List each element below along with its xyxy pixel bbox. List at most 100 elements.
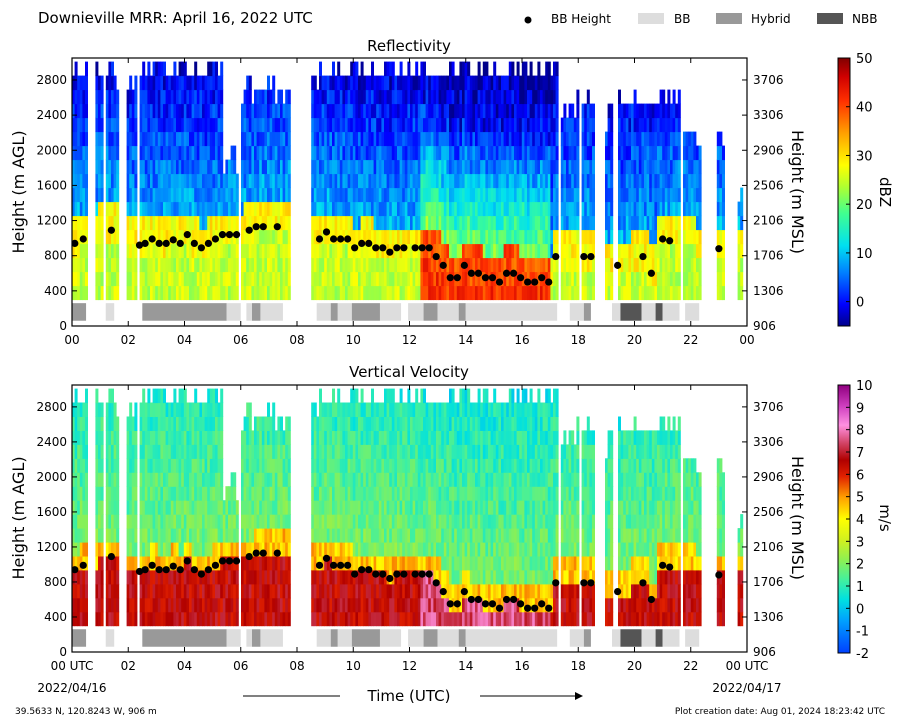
reflectivity-cell (545, 257, 549, 273)
reflectivity-cell (438, 201, 442, 217)
reflectivity-cell (532, 257, 536, 273)
velocity-cell (202, 416, 205, 431)
velocity-cell (196, 402, 200, 417)
reflectivity-cell (168, 131, 172, 147)
reflectivity-cell (329, 271, 333, 287)
velocity-cell (248, 416, 252, 431)
reflectivity-cell (311, 285, 315, 301)
reflectivity-cell (472, 173, 476, 189)
reflectivity-cell (690, 145, 694, 161)
reflectivity-cell (415, 61, 419, 77)
reflectivity-cell (189, 159, 192, 175)
velocity-cell (189, 542, 192, 557)
velocity-cell (261, 528, 265, 543)
reflectivity-cell (542, 201, 546, 217)
reflectivity-cell (607, 285, 611, 301)
velocity-cell (358, 444, 361, 459)
reflectivity-cell (628, 103, 632, 119)
bb-height-point (509, 269, 518, 277)
reflectivity-cell (425, 201, 429, 217)
reflectivity-cell (189, 173, 192, 189)
reflectivity-cell (144, 159, 148, 175)
reflectivity-cell (462, 103, 465, 119)
reflectivity-cell (511, 215, 515, 231)
reflectivity-cell (477, 215, 481, 231)
reflectivity-cell (402, 215, 406, 231)
velocity-cell (160, 486, 164, 501)
velocity-cell (321, 583, 325, 599)
reflectivity-cell (443, 285, 447, 301)
reflectivity-cell (391, 215, 395, 231)
reflectivity-cell (410, 159, 413, 175)
reflectivity-cell (589, 243, 593, 259)
reflectivity-cell (235, 285, 239, 301)
reflectivity-cell (274, 173, 278, 189)
reflectivity-cell (698, 285, 702, 301)
reflectivity-cell (555, 61, 559, 77)
reflectivity-cell (646, 145, 650, 161)
reflectivity-cell (321, 173, 325, 189)
reflectivity-cell (636, 117, 640, 133)
reflectivity-cell (233, 243, 237, 259)
reflectivity-cell (376, 131, 380, 147)
velocity-cell (347, 500, 351, 515)
reflectivity-cell (248, 271, 252, 287)
reflectivity-cell (425, 103, 429, 119)
reflectivity-cell (147, 285, 151, 301)
reflectivity-cell (269, 285, 273, 301)
reflectivity-cell (524, 61, 528, 77)
velocity-cell (267, 514, 270, 529)
reflectivity-cell (72, 131, 75, 147)
reflectivity-cell (571, 103, 575, 119)
reflectivity-cell (170, 285, 174, 301)
reflectivity-cell (628, 257, 632, 273)
reflectivity-cell (516, 173, 520, 189)
reflectivity-cell (605, 173, 608, 189)
velocity-cell (321, 402, 325, 417)
reflectivity-cell (220, 117, 224, 133)
reflectivity-cell (176, 285, 179, 301)
reflectivity-cell (326, 201, 330, 217)
reflectivity-cell (495, 285, 499, 301)
reflectivity-cell (501, 257, 504, 273)
reflectivity-cell (116, 201, 120, 217)
reflectivity-cell (365, 145, 369, 161)
reflectivity-cell (563, 131, 567, 147)
reflectivity-cell (693, 243, 697, 259)
reflectivity-cell (555, 145, 559, 161)
reflectivity-cell (150, 117, 153, 133)
reflectivity-cell (386, 145, 390, 161)
reflectivity-cell (404, 257, 408, 273)
reflectivity-cell (196, 201, 200, 217)
reflectivity-cell (532, 117, 536, 133)
velocity-cell (170, 472, 174, 487)
velocity-cell (274, 444, 278, 459)
velocity-cell (95, 430, 99, 445)
reflectivity-cell (641, 215, 645, 231)
reflectivity-cell (287, 103, 291, 119)
reflectivity-cell (368, 159, 372, 175)
reflectivity-cell (399, 75, 403, 91)
reflectivity-cell (155, 229, 159, 245)
reflectivity-cell (534, 103, 538, 119)
velocity-cell (241, 514, 244, 529)
reflectivity-cell (113, 271, 117, 287)
reflectivity-cell (464, 187, 468, 203)
velocity-cell (326, 611, 330, 627)
velocity-cell (147, 444, 151, 459)
reflectivity-cell (111, 145, 114, 161)
velocity-cell (209, 430, 213, 445)
reflectivity-cell (332, 285, 335, 301)
reflectivity-cell (550, 145, 554, 161)
reflectivity-cell (459, 75, 463, 91)
velocity-cell (152, 444, 156, 459)
reflectivity-cell (85, 271, 88, 287)
reflectivity-cell (610, 243, 614, 259)
velocity-cell (329, 430, 333, 445)
reflectivity-cell (550, 131, 554, 147)
reflectivity-cell (74, 61, 78, 77)
velocity-cell (178, 583, 182, 599)
velocity-cell (345, 611, 348, 627)
velocity-cell (264, 430, 268, 445)
velocity-cell (178, 528, 182, 543)
